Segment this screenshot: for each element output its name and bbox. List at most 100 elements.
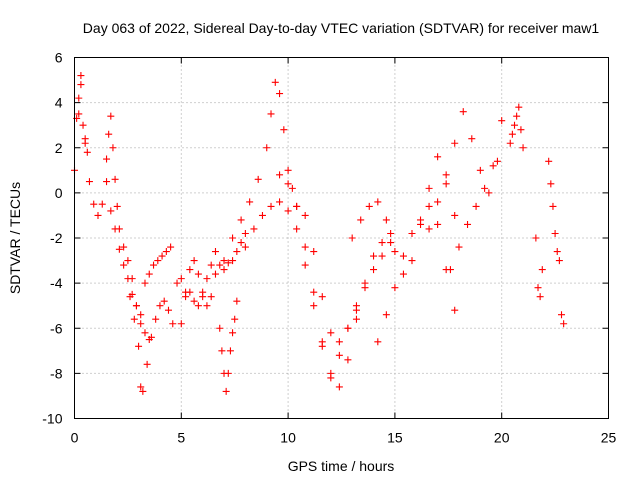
data-point — [115, 225, 123, 233]
chart-title: Day 063 of 2022, Sidereal Day-to-day VTE… — [83, 20, 600, 36]
data-point — [105, 130, 113, 138]
data-point — [310, 302, 318, 310]
x-tick-label: 10 — [280, 430, 296, 446]
data-point — [258, 211, 266, 219]
data-point — [318, 293, 326, 301]
data-point — [220, 266, 228, 274]
data-point — [241, 243, 249, 251]
grid — [74, 57, 609, 419]
data-point — [130, 315, 138, 323]
data-point — [143, 360, 151, 368]
data-point — [126, 293, 134, 301]
data-point — [408, 229, 416, 237]
data-point — [408, 257, 416, 265]
data-point — [310, 288, 318, 296]
data-point — [327, 329, 335, 337]
data-point — [391, 248, 399, 256]
data-point — [532, 234, 540, 242]
data-point — [186, 266, 194, 274]
data-point — [327, 374, 335, 382]
y-tick-labels: -10 -8 -6 -4 -2 0 2 4 6 — [42, 50, 62, 427]
data-point — [536, 293, 544, 301]
data-point — [150, 261, 158, 269]
data-point — [141, 329, 149, 337]
data-point — [451, 306, 459, 314]
data-point — [344, 324, 352, 332]
data-point — [137, 320, 145, 328]
data-point — [538, 266, 546, 274]
data-point — [485, 189, 493, 197]
data-point — [476, 166, 484, 174]
data-point — [558, 311, 566, 319]
data-point — [211, 248, 219, 256]
data-point — [164, 306, 172, 314]
data-point — [357, 216, 365, 224]
series-sat-b — [73, 81, 91, 156]
data-point — [472, 202, 480, 210]
data-point — [246, 198, 254, 206]
data-point — [378, 239, 386, 247]
data-point — [160, 297, 168, 305]
y-tick-label: -4 — [50, 275, 63, 291]
data-point — [224, 259, 232, 267]
data-point — [284, 166, 292, 174]
series-sat-a — [71, 72, 145, 319]
x-tick-label: 15 — [387, 430, 403, 446]
data-point — [378, 252, 386, 260]
data-point — [139, 387, 147, 395]
data-point — [560, 320, 568, 328]
data-point — [216, 261, 224, 269]
data-point — [241, 229, 249, 237]
data-point — [173, 279, 181, 287]
series-sat-k — [276, 171, 395, 391]
data-point — [506, 139, 514, 147]
data-points — [71, 72, 568, 395]
data-point — [335, 338, 343, 346]
data-point — [152, 315, 160, 323]
data-point — [267, 202, 275, 210]
data-point — [233, 297, 241, 305]
data-point — [271, 78, 279, 86]
data-point — [167, 243, 175, 251]
data-point — [220, 257, 228, 265]
data-point — [229, 329, 237, 337]
data-point — [370, 266, 378, 274]
data-point — [199, 288, 207, 296]
data-point — [203, 275, 211, 283]
series-sat-c — [103, 112, 153, 344]
data-point — [293, 202, 301, 210]
data-point — [233, 248, 241, 256]
data-point — [141, 279, 149, 287]
data-point — [237, 239, 245, 247]
y-tick-label: -6 — [50, 320, 63, 336]
data-point — [425, 225, 433, 233]
data-point — [79, 121, 87, 129]
data-point — [555, 257, 563, 265]
data-point — [162, 248, 170, 256]
data-point — [551, 229, 559, 237]
data-point — [382, 311, 390, 319]
series-sat-p — [446, 162, 497, 274]
data-point — [177, 320, 185, 328]
data-point — [103, 178, 111, 186]
series-sat-s — [532, 234, 546, 301]
data-point — [224, 369, 232, 377]
data-point — [511, 121, 519, 129]
data-point — [211, 270, 219, 278]
data-point — [115, 245, 123, 253]
data-point — [417, 216, 425, 224]
data-point — [288, 184, 296, 192]
data-point — [547, 180, 555, 188]
series-sat-g — [177, 248, 219, 328]
data-point — [515, 103, 523, 111]
data-point — [284, 180, 292, 188]
data-point — [203, 302, 211, 310]
data-point — [382, 216, 390, 224]
data-point — [75, 94, 83, 102]
data-point — [352, 306, 360, 314]
data-point — [190, 297, 198, 305]
data-point — [83, 148, 91, 156]
data-point — [513, 112, 521, 120]
data-point — [85, 178, 93, 186]
data-point — [169, 320, 177, 328]
